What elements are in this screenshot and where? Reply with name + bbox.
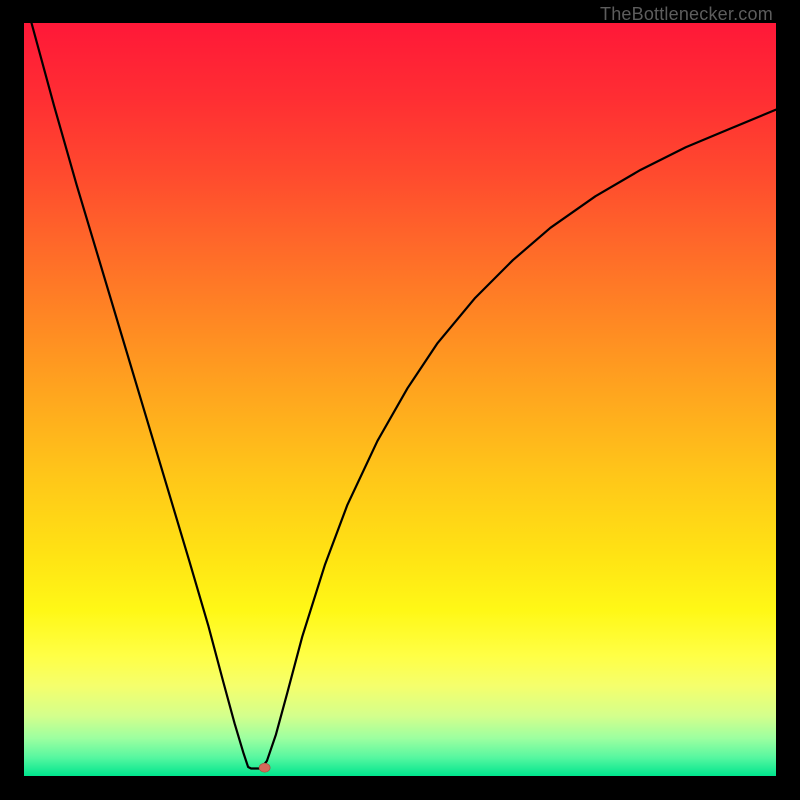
optimal-point-marker <box>259 763 270 772</box>
frame-border-bottom <box>0 776 800 800</box>
frame-border-left <box>0 0 24 800</box>
watermark-text: TheBottlenecker.com <box>600 4 773 25</box>
bottleneck-chart <box>0 0 800 800</box>
frame-border-right <box>776 0 800 800</box>
